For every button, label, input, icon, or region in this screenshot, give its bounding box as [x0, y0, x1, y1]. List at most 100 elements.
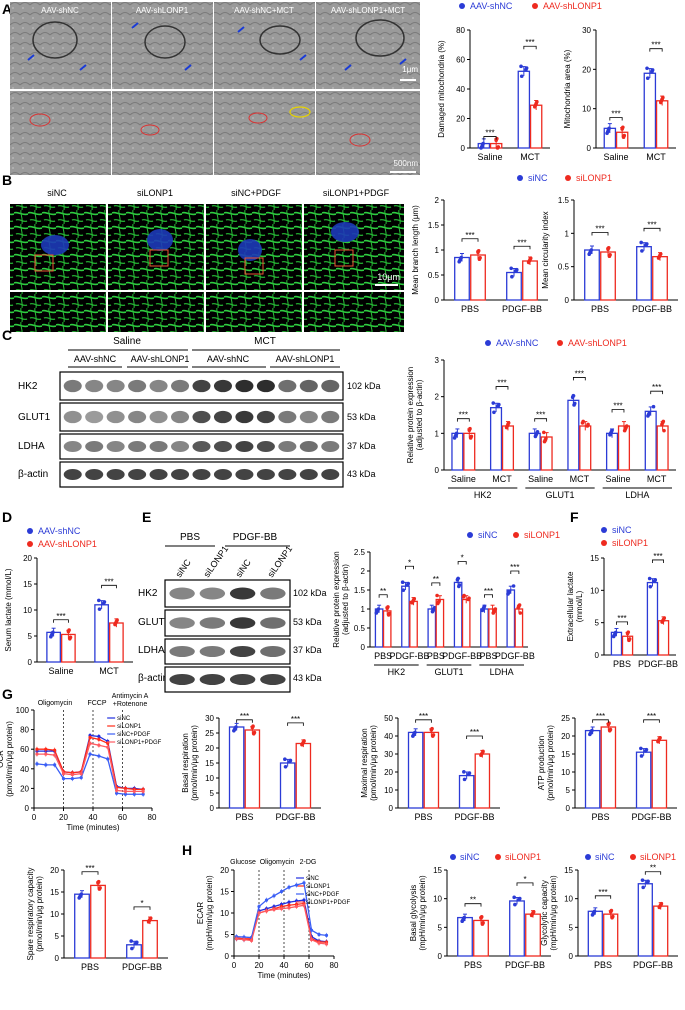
blot-e-kda-3: 37 kDa — [293, 645, 322, 655]
data-point — [491, 401, 496, 405]
x-tick-label: Saline — [605, 474, 630, 484]
x-tick-label: PDGF-BB — [502, 304, 542, 314]
blot-e-lane-1: siNC — [173, 557, 193, 579]
sig-bracket — [616, 621, 628, 625]
em-image-2-top — [112, 2, 213, 89]
y-tick-label: 0 — [565, 296, 570, 305]
bar — [600, 251, 616, 301]
y-tick-label: 0 — [461, 144, 466, 153]
data-point — [645, 66, 649, 71]
em-image-3-bottom — [214, 91, 315, 175]
data-point — [435, 593, 439, 598]
blot-band — [85, 469, 104, 480]
y-tick-label: 15 — [50, 888, 59, 897]
data-point — [647, 411, 652, 415]
data-point — [662, 616, 667, 620]
y-tick-label: 1 — [435, 429, 440, 438]
bar — [473, 919, 489, 957]
x-tick-label: PBS — [613, 659, 631, 669]
data-point — [283, 764, 288, 769]
data-point — [507, 589, 512, 594]
data-point — [96, 879, 101, 884]
legend-f-series-1: siNC — [612, 525, 632, 535]
data-point — [462, 770, 466, 774]
panel-letter-f: F — [570, 509, 579, 525]
y-tick-label: 10 — [23, 606, 32, 615]
blot-band — [128, 441, 147, 452]
if-label-3: siNC+PDGF — [231, 188, 281, 198]
blot-band — [260, 617, 286, 629]
blot-band — [321, 469, 340, 480]
sig-label: *** — [647, 220, 656, 229]
data-point — [607, 721, 611, 726]
em-label-1: AAV-shNC — [41, 6, 79, 15]
y-axis-label: Maximal respiration(pmol/min/μg protein) — [360, 725, 378, 801]
x-tick-label: Saline — [603, 152, 628, 162]
data-point — [528, 256, 533, 261]
data-point — [115, 618, 119, 622]
data-point — [524, 66, 529, 70]
data-point — [661, 95, 665, 100]
bar — [657, 620, 670, 656]
legend-e-series-2: siLONP1 — [524, 530, 560, 540]
data-point — [506, 421, 511, 425]
if-zoom-2 — [108, 292, 204, 332]
data-point — [497, 402, 501, 407]
data-point — [478, 255, 482, 260]
data-point — [51, 630, 55, 635]
g-marker-antimycin: Antimycin A — [112, 693, 149, 700]
x-tick-label: PBS — [374, 651, 392, 661]
blot-band — [199, 674, 226, 685]
y-tick-label: 0 — [389, 804, 394, 813]
blot-c-kda-3: 37 kDa — [347, 441, 376, 451]
bar — [636, 246, 652, 301]
sig-label: ** — [433, 575, 439, 584]
y-tick-label: 3 — [435, 356, 440, 365]
y-axis-label: Glycolytic capacity(mpH/min/μg protein) — [540, 875, 558, 951]
blot-band — [171, 469, 190, 480]
bar — [529, 104, 543, 149]
blot-band — [278, 469, 297, 480]
blot-c-kda-1: 102 kDa — [347, 381, 381, 391]
sig-label: ** — [380, 587, 386, 596]
blot-c-sub-2: AAV-shLONP1 — [131, 354, 190, 364]
group-label: LDHA — [490, 667, 514, 677]
blot-e-lane-4: siLONP1 — [265, 544, 294, 579]
sig-label: * — [140, 899, 143, 908]
data-point — [514, 267, 519, 272]
sig-bracket — [53, 619, 69, 623]
x-tick-label: PDGF-BB — [275, 812, 315, 822]
y-tick-label: 0 — [25, 804, 30, 813]
y-tick-label: 10 — [582, 105, 591, 114]
sig-label: *** — [85, 864, 94, 873]
data-point — [412, 596, 417, 601]
bar — [567, 399, 580, 471]
y-tick-label: 80 — [20, 726, 29, 735]
blot-band — [229, 617, 256, 629]
em-label-4: AAV-shLONP1+MCT — [331, 6, 405, 15]
chart-h1: 0 5 10 15 20 ECAR(mpH/min/μg protein) 0 20 40 60 8… — [196, 866, 351, 980]
data-point — [462, 915, 467, 920]
blot-band — [128, 469, 147, 480]
y-tick-label: 10 — [384, 786, 393, 795]
x-tick-label: Saline — [477, 152, 502, 162]
blot-band — [192, 410, 211, 424]
data-point — [535, 100, 539, 104]
data-point — [469, 434, 474, 439]
x-tick-label: PDGF-BB — [505, 960, 545, 970]
sig-bracket — [592, 719, 609, 723]
chart-d: 0 5 10 15 20 Serum lactate (mmol/L) Saline *** M… — [4, 554, 133, 676]
y-axis-label: ATP production(pmol/min/μg protein) — [537, 725, 555, 801]
x-tick-label: MCT — [99, 666, 119, 676]
blot-band — [321, 441, 340, 452]
sig-bracket — [415, 719, 432, 723]
blot-band — [213, 441, 232, 452]
data-point — [511, 584, 516, 588]
y-tick-label: 30 — [384, 750, 393, 759]
sig-label: * — [523, 875, 526, 884]
data-point — [622, 133, 627, 138]
chart-b1: 0 0.5 1 1.5 2 Mean branch length (μm) PBS *** PD… — [411, 196, 548, 314]
data-point — [535, 429, 540, 434]
bar — [90, 884, 106, 959]
blot-band — [169, 617, 195, 629]
